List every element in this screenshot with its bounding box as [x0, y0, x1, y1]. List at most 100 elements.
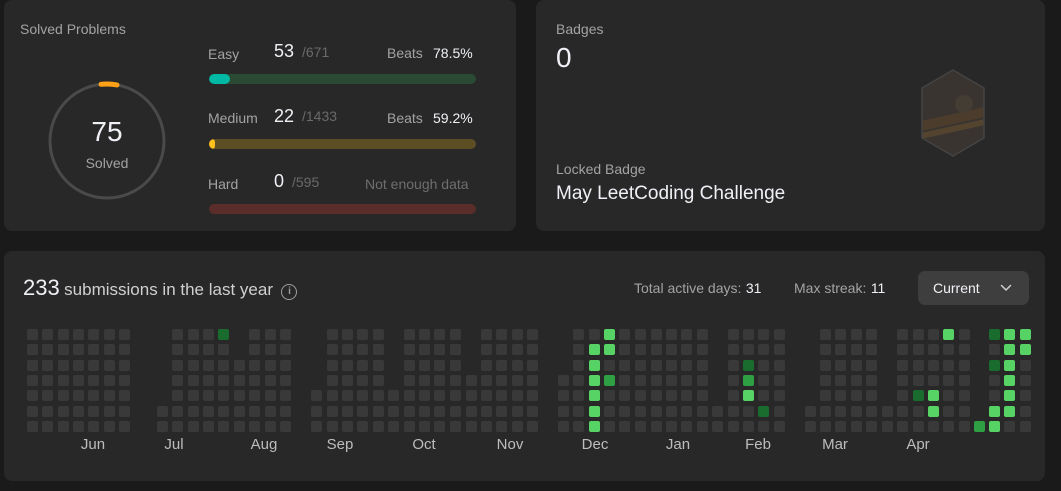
heatmap-cell[interactable]: [404, 390, 415, 402]
heatmap-cell[interactable]: [280, 374, 291, 386]
heatmap-cell[interactable]: [866, 405, 877, 417]
heatmap-cell[interactable]: [851, 405, 862, 417]
heatmap-cell[interactable]: [357, 374, 368, 386]
heatmap-cell[interactable]: [218, 405, 229, 417]
heatmap-cell[interactable]: [104, 329, 115, 340]
heatmap-cell[interactable]: [388, 405, 399, 417]
heatmap-cell[interactable]: [373, 329, 384, 340]
heatmap-cell[interactable]: [604, 344, 615, 356]
heatmap-cell[interactable]: [58, 390, 69, 402]
heatmap-cell[interactable]: [73, 359, 84, 371]
heatmap-cell[interactable]: [512, 420, 523, 432]
heatmap-cell[interactable]: [234, 405, 245, 417]
heatmap-cell[interactable]: [119, 344, 130, 356]
heatmap-cell[interactable]: [119, 420, 130, 432]
heatmap-cell[interactable]: [27, 359, 38, 371]
heatmap-cell[interactable]: [327, 374, 338, 386]
heatmap-cell[interactable]: [897, 390, 908, 402]
heatmap-cell[interactable]: [327, 405, 338, 417]
heatmap-cell[interactable]: [73, 420, 84, 432]
heatmap-cell[interactable]: [728, 344, 739, 356]
heatmap-cell[interactable]: [119, 374, 130, 386]
heatmap-cell[interactable]: [589, 359, 600, 371]
heatmap-cell[interactable]: [928, 374, 939, 386]
badges-card[interactable]: Badges 0 Locked Badge May LeetCoding Cha…: [536, 0, 1045, 231]
heatmap-cell[interactable]: [758, 405, 769, 417]
heatmap-cell[interactable]: [466, 420, 477, 432]
heatmap-cell[interactable]: [866, 344, 877, 356]
heatmap-cell[interactable]: [172, 344, 183, 356]
heatmap-cell[interactable]: [681, 405, 692, 417]
heatmap-cell[interactable]: [913, 329, 924, 340]
heatmap-cell[interactable]: [959, 344, 970, 356]
heatmap-cell[interactable]: [434, 405, 445, 417]
heatmap-cell[interactable]: [681, 329, 692, 340]
heatmap-cell[interactable]: [527, 374, 538, 386]
locked-badge-name[interactable]: May LeetCoding Challenge: [556, 183, 786, 204]
heatmap-cell[interactable]: [73, 374, 84, 386]
heatmap-cell[interactable]: [342, 374, 353, 386]
heatmap-cell[interactable]: [188, 359, 199, 371]
heatmap-cell[interactable]: [758, 420, 769, 432]
heatmap-cell[interactable]: [635, 420, 646, 432]
heatmap-cell[interactable]: [651, 420, 662, 432]
heatmap-cell[interactable]: [943, 390, 954, 402]
heatmap-cell[interactable]: [280, 359, 291, 371]
heatmap-cell[interactable]: [681, 344, 692, 356]
heatmap-cell[interactable]: [419, 359, 430, 371]
heatmap-cell[interactable]: [419, 405, 430, 417]
heatmap-cell[interactable]: [928, 420, 939, 432]
heatmap-cell[interactable]: [558, 390, 569, 402]
heatmap-cell[interactable]: [373, 359, 384, 371]
heatmap-cell[interactable]: [450, 390, 461, 402]
heatmap-cell[interactable]: [58, 405, 69, 417]
heatmap-cell[interactable]: [774, 420, 785, 432]
heatmap-cell[interactable]: [897, 420, 908, 432]
heatmap-cell[interactable]: [373, 405, 384, 417]
heatmap-cell[interactable]: [866, 359, 877, 371]
heatmap-cell[interactable]: [943, 405, 954, 417]
heatmap-cell[interactable]: [404, 329, 415, 340]
heatmap-cell[interactable]: [203, 329, 214, 340]
heatmap-cell[interactable]: [1020, 344, 1031, 356]
heatmap-cell[interactable]: [619, 359, 630, 371]
heatmap-cell[interactable]: [27, 374, 38, 386]
heatmap-cell[interactable]: [866, 374, 877, 386]
heatmap-cell[interactable]: [666, 344, 677, 356]
heatmap-cell[interactable]: [373, 420, 384, 432]
heatmap-cell[interactable]: [327, 344, 338, 356]
heatmap-cell[interactable]: [27, 405, 38, 417]
heatmap-cell[interactable]: [1004, 390, 1015, 402]
heatmap-cell[interactable]: [928, 405, 939, 417]
heatmap-cell[interactable]: [974, 420, 985, 432]
heatmap-cell[interactable]: [743, 359, 754, 371]
heatmap-cell[interactable]: [265, 374, 276, 386]
heatmap-cell[interactable]: [619, 329, 630, 340]
heatmap-cell[interactable]: [404, 359, 415, 371]
heatmap-cell[interactable]: [681, 390, 692, 402]
heatmap-cell[interactable]: [758, 329, 769, 340]
heatmap-cell[interactable]: [342, 344, 353, 356]
heatmap-cell[interactable]: [58, 374, 69, 386]
heatmap-cell[interactable]: [265, 344, 276, 356]
heatmap-cell[interactable]: [558, 405, 569, 417]
heatmap-cell[interactable]: [635, 374, 646, 386]
heatmap-cell[interactable]: [466, 374, 477, 386]
heatmap-cell[interactable]: [651, 344, 662, 356]
heatmap-cell[interactable]: [527, 359, 538, 371]
heatmap-cell[interactable]: [203, 420, 214, 432]
heatmap-cell[interactable]: [712, 405, 723, 417]
heatmap-cell[interactable]: [218, 390, 229, 402]
heatmap-cell[interactable]: [774, 374, 785, 386]
heatmap-cell[interactable]: [666, 390, 677, 402]
heatmap-cell[interactable]: [913, 374, 924, 386]
heatmap-cell[interactable]: [265, 390, 276, 402]
heatmap-cell[interactable]: [697, 329, 708, 340]
heatmap-cell[interactable]: [604, 374, 615, 386]
heatmap-cell[interactable]: [913, 420, 924, 432]
heatmap-cell[interactable]: [342, 405, 353, 417]
heatmap-cell[interactable]: [681, 420, 692, 432]
heatmap-cell[interactable]: [651, 374, 662, 386]
heatmap-cell[interactable]: [172, 374, 183, 386]
heatmap-cell[interactable]: [249, 420, 260, 432]
